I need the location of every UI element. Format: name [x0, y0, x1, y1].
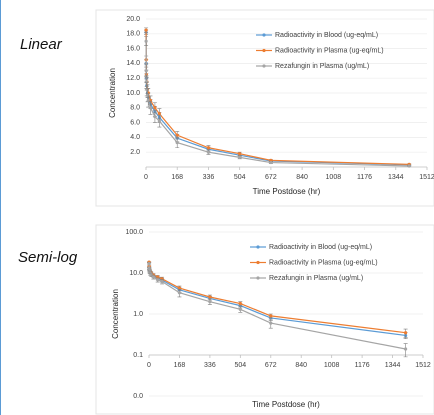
- x-tick-label: 1008: [324, 362, 340, 369]
- y-tick-label: 10.0: [129, 270, 143, 277]
- data-point: [151, 275, 155, 279]
- data-point: [206, 150, 211, 154]
- data-point: [238, 152, 242, 156]
- data-point: [208, 300, 212, 304]
- y-tick-label: 4.0: [130, 134, 140, 141]
- y-axis-title: Concentration: [108, 68, 117, 118]
- data-point: [407, 164, 411, 168]
- chart-frame: [95, 224, 434, 415]
- data-point: [153, 106, 157, 110]
- x-tick-label: 0: [147, 362, 151, 369]
- legend-label: Radioactivity in Blood (ug-eq/mL): [275, 32, 378, 39]
- x-tick-label: 1176: [355, 362, 370, 369]
- legend-label: Radioactivity in Blood (ug-eq/mL): [269, 244, 372, 251]
- x-tick-label: 672: [265, 174, 277, 181]
- data-point: [156, 278, 160, 282]
- data-point: [144, 69, 148, 73]
- y-tick-label: 14.0: [126, 60, 140, 67]
- x-tick-label: 1008: [326, 174, 342, 181]
- data-point: [157, 119, 161, 123]
- data-point: [149, 273, 153, 277]
- x-tick-label: 1344: [388, 174, 404, 181]
- series-line: [148, 262, 406, 334]
- x-tick-label: 672: [265, 362, 277, 369]
- y-tick-label: 0.0: [133, 393, 143, 400]
- y-tick-label: 18.0: [126, 31, 140, 38]
- y-axis-title: Concentration: [111, 289, 120, 339]
- data-point: [144, 28, 148, 32]
- y-tick-label: 10.0: [126, 90, 140, 97]
- x-tick-label: 336: [204, 362, 216, 369]
- data-point: [157, 112, 161, 116]
- data-point: [144, 80, 148, 84]
- data-point: [238, 307, 242, 311]
- x-tick-label: 0: [144, 174, 148, 181]
- y-tick-label: 16.0: [126, 45, 140, 52]
- data-point: [404, 331, 408, 335]
- data-point: [160, 279, 164, 284]
- data-point: [206, 146, 211, 150]
- legend-marker: [256, 245, 260, 249]
- data-point: [145, 93, 150, 97]
- data-point: [148, 106, 153, 110]
- data-point: [175, 133, 179, 137]
- data-point: [208, 295, 212, 299]
- y-tick-label: 20.0: [126, 16, 140, 23]
- data-point: [177, 286, 182, 290]
- data-point: [269, 321, 273, 325]
- legend-label: Radioactivity in Plasma (ug-eq/mL): [275, 47, 384, 54]
- data-point: [153, 115, 157, 119]
- y-tick-label: 8.0: [130, 105, 140, 112]
- data-point: [145, 87, 149, 91]
- x-tick-label: 1176: [357, 174, 372, 181]
- y-tick-label: 0.1: [133, 352, 143, 359]
- series-line: [145, 41, 410, 167]
- data-point: [175, 140, 179, 145]
- legend-label: Rezafungin in Plasma (ug/mL): [269, 275, 363, 282]
- y-tick-label: 12.0: [126, 75, 140, 82]
- legend-marker: [256, 260, 260, 265]
- y-tick-label: 100.0: [125, 229, 143, 236]
- x-tick-label: 336: [203, 174, 215, 181]
- y-tick-label: 2.0: [130, 149, 140, 156]
- x-tick-label: 1512: [415, 362, 431, 369]
- data-point: [144, 39, 148, 43]
- legend-marker: [256, 276, 260, 280]
- x-tick-label: 504: [234, 174, 246, 181]
- x-tick-label: 168: [171, 174, 183, 181]
- legend-marker: [262, 33, 266, 37]
- x-tick-label: 1512: [419, 174, 434, 181]
- chart-frame: [95, 9, 434, 207]
- data-point: [269, 158, 273, 162]
- x-tick-label: 168: [174, 362, 186, 369]
- x-tick-label: 840: [296, 174, 308, 181]
- data-point: [146, 98, 150, 102]
- x-axis-title: Time Postdose (hr): [253, 187, 321, 196]
- legend-marker: [262, 64, 266, 68]
- y-tick-label: 6.0: [130, 119, 140, 126]
- x-tick-label: 504: [234, 362, 246, 369]
- data-point: [177, 291, 182, 295]
- panel-label: Linear: [20, 36, 63, 53]
- data-point: [147, 261, 151, 266]
- data-point: [269, 314, 273, 318]
- legend-label: Radioactivity in Plasma (ug-eq/mL): [269, 259, 378, 266]
- x-axis-title: Time Postdose (hr): [252, 400, 320, 409]
- data-point: [238, 155, 242, 159]
- x-tick-label: 1344: [385, 362, 401, 369]
- y-tick-label: 1.0: [133, 311, 143, 318]
- data-point: [404, 347, 408, 351]
- x-tick-label: 840: [295, 362, 307, 369]
- data-point: [269, 160, 273, 165]
- legend-marker: [262, 48, 266, 53]
- legend-label: Rezafungin in Plasma (ug/mL): [275, 63, 369, 70]
- panel-label: Semi-log: [18, 249, 78, 266]
- data-point: [238, 301, 242, 306]
